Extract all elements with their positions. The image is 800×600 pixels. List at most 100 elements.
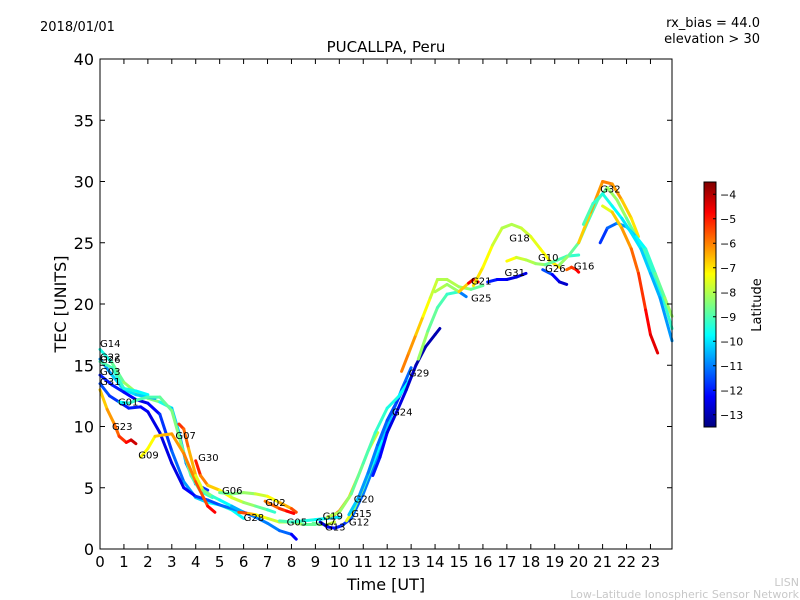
series-segment	[620, 226, 633, 251]
series-segment	[201, 488, 214, 498]
series-segment	[182, 486, 198, 498]
series-segment	[469, 284, 485, 291]
satellite-label: G14	[100, 339, 120, 350]
series-segment	[122, 387, 138, 393]
series-segment	[170, 409, 183, 447]
satellite-label: G21	[471, 276, 491, 287]
series-segment	[366, 443, 380, 475]
series-segment	[605, 221, 619, 230]
series-segment	[182, 451, 198, 484]
series-segment	[553, 254, 569, 263]
series-segment	[337, 492, 353, 514]
x-tick-label: 18	[521, 553, 540, 571]
series-segment	[285, 509, 296, 515]
series-segment	[653, 278, 667, 306]
series-segment	[514, 255, 528, 262]
x-tick-label: 8	[287, 553, 297, 571]
series-segment	[658, 296, 674, 343]
colorbar-tick-label: −7	[720, 262, 736, 275]
series-segment	[644, 308, 652, 337]
series-segment	[653, 271, 667, 300]
series-segment	[629, 247, 640, 275]
series-segment	[170, 432, 186, 455]
series-G24	[371, 327, 442, 477]
x-tick-label: 15	[449, 553, 468, 571]
series-segment	[112, 422, 121, 438]
series-segment	[519, 226, 533, 239]
series-segment	[433, 282, 449, 294]
series-G02	[263, 499, 296, 515]
colorbar: −13 −12 −11 −10 −9 −8 −7 −6 −5 −4	[703, 181, 743, 428]
x-tick-label: 17	[497, 553, 516, 571]
series-segment	[644, 247, 657, 275]
series-segment	[254, 492, 270, 498]
x-tick-label: 22	[617, 553, 636, 571]
series-segment	[639, 247, 652, 275]
series-segment	[194, 459, 203, 477]
series-segment	[117, 400, 131, 405]
series-segment	[610, 210, 624, 230]
series-segment	[505, 275, 518, 281]
satellite-label: G25	[471, 294, 491, 305]
colorbar-tick-label: −4	[720, 188, 736, 201]
series-segment	[254, 513, 270, 520]
satellite-label: G02	[265, 498, 285, 509]
satellite-label: G17	[315, 518, 335, 529]
y-tick-label: 25	[74, 234, 94, 253]
satellite-label: G15	[351, 509, 371, 520]
satellite-label: G32	[600, 185, 620, 196]
x-tick-label: 2	[143, 553, 153, 571]
series-segment	[242, 491, 258, 496]
satellite-label: G22	[100, 352, 120, 363]
series-segment	[543, 259, 557, 267]
series-segment	[194, 474, 205, 492]
series-G23	[98, 388, 138, 446]
colorbar-tick-label: −6	[720, 237, 736, 250]
series-segment	[371, 437, 384, 465]
series-segment	[347, 496, 360, 517]
series-segment	[435, 292, 449, 310]
series-segment	[170, 461, 186, 490]
series-segment	[349, 492, 365, 520]
series-segment	[122, 388, 138, 397]
series-G21	[433, 278, 480, 294]
series-segment	[146, 401, 162, 416]
series-segment	[414, 314, 425, 337]
series-G10	[505, 253, 581, 267]
colorbar-tick-label: −12	[720, 384, 743, 397]
series-segment	[199, 474, 210, 487]
series-segment	[277, 519, 293, 524]
series-segment	[591, 192, 605, 206]
series-segment	[98, 347, 114, 365]
series-segment	[158, 412, 174, 453]
y-tick-label: 5	[84, 479, 94, 498]
series-segment	[158, 395, 174, 413]
x-tick-label: 4	[191, 553, 201, 571]
x-tick-label: 11	[354, 553, 373, 571]
x-tick-label: 5	[215, 553, 225, 571]
y-tick-label: 30	[74, 173, 94, 192]
series-segment	[601, 180, 614, 186]
series-segment	[524, 258, 538, 266]
series-segment	[266, 508, 277, 514]
x-tick-label: 1	[119, 553, 129, 571]
series-segment	[218, 498, 234, 508]
series-segment	[266, 521, 281, 533]
series-segment	[648, 271, 662, 300]
series-segment	[550, 273, 562, 284]
series-segment	[127, 398, 140, 405]
satellite-label: G16	[574, 262, 594, 273]
y-tick-label: 35	[74, 111, 94, 130]
series-segment	[146, 410, 162, 435]
series-segment	[129, 438, 138, 446]
series-segment	[380, 412, 394, 441]
satellite-label: G18	[509, 234, 529, 245]
y-tick-label: 40	[74, 50, 94, 69]
series-segment	[505, 255, 518, 263]
series-G29	[400, 278, 485, 373]
series-segment	[445, 278, 461, 289]
chart-title: PUCALLPA, Peru	[327, 38, 446, 56]
elevation-label: elevation > 30	[664, 32, 760, 47]
series-segment	[139, 447, 150, 459]
series-segment	[514, 271, 528, 279]
